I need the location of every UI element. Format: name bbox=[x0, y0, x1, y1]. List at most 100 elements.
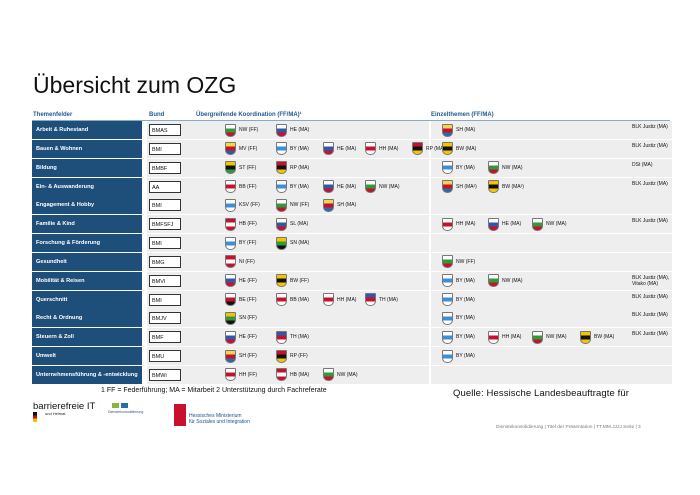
row-note: BLK Justiz (MA) bbox=[632, 312, 668, 319]
coord-entry-label: MV (FF) bbox=[239, 145, 258, 152]
hamburg-crest-icon bbox=[365, 142, 376, 156]
nrw-crest-icon bbox=[225, 123, 236, 137]
coord-entry: HB (FF) bbox=[225, 217, 257, 231]
hessen-ministry-logo-text: Hessisches Ministerium für Soziales und … bbox=[189, 413, 250, 425]
coord-entry: HE (MA) bbox=[276, 123, 309, 137]
header-divider bbox=[32, 120, 670, 121]
coord-entry: NW (MA) bbox=[365, 180, 400, 194]
ministry-code: BMBF bbox=[149, 161, 181, 174]
bb-crest-icon bbox=[225, 180, 236, 194]
hb-crest-icon bbox=[225, 217, 236, 231]
single-entry-label: SH (MA) bbox=[456, 127, 476, 133]
row-column-divider bbox=[429, 328, 431, 347]
single-entry: BY (MA) bbox=[442, 274, 475, 288]
coord-entry: BW (FF) bbox=[276, 274, 309, 288]
coord-entry: BB (FF) bbox=[225, 180, 257, 194]
coord-entry: KSV (FF) bbox=[225, 198, 260, 212]
ministry-code: BMI bbox=[149, 293, 181, 306]
single-entry: NW (MA) bbox=[532, 217, 567, 231]
dk-blue-square-icon bbox=[121, 403, 128, 408]
ministry-code: BMWi bbox=[149, 368, 181, 381]
slide-footer: Dienstekonsolidierung | Titel der Präsen… bbox=[496, 425, 641, 430]
header-einzelthemen: Einzelthemen (FF/MA) bbox=[431, 112, 494, 118]
coord-entry: NW (FF) bbox=[225, 123, 258, 137]
hamburg-crest-icon bbox=[488, 330, 499, 344]
single-entry: HE (MA) bbox=[488, 217, 521, 231]
bw-crest-icon bbox=[488, 180, 499, 194]
sh-crest-icon bbox=[442, 180, 453, 194]
topic-label: Mobilität & Reisen bbox=[32, 271, 142, 290]
hamburg-crest-icon bbox=[323, 293, 334, 307]
coord-entry-label: BW (FF) bbox=[290, 277, 309, 284]
table-row: Steuern & Zoll BMF HE (FF) TH (MA) BY (MA) HH… bbox=[32, 328, 672, 347]
coord-entry-label: HE (FF) bbox=[239, 334, 257, 341]
coord-entry: BY (MA) bbox=[276, 142, 309, 156]
hessen-crest-icon bbox=[225, 330, 236, 344]
rp-crest-icon bbox=[412, 142, 423, 156]
row-column-divider bbox=[429, 215, 431, 234]
single-entry-label: NW (MA) bbox=[546, 221, 567, 228]
coord-entry-label: HH (FF) bbox=[239, 371, 258, 378]
header-bund: Bund bbox=[149, 112, 165, 118]
single-entry-label: HH (MA) bbox=[502, 334, 522, 341]
table-row: Arbeit & Ruhestand BMAS NW (FF) HE (MA) SH (… bbox=[32, 121, 672, 139]
coord-entry-label: HH (MA) bbox=[379, 145, 399, 152]
ministry-code: BMI bbox=[149, 142, 181, 155]
single-entry-label: BW (MA) bbox=[594, 334, 615, 341]
coord-entry-label: BB (MA) bbox=[290, 296, 309, 303]
single-entry-label: NW (FF) bbox=[456, 258, 476, 265]
row-note: BLK Justiz (MA) bbox=[632, 180, 668, 187]
nrw-crest-icon bbox=[532, 217, 543, 231]
coord-entry-label: RP (MA) bbox=[290, 164, 310, 171]
bw-crest-icon bbox=[442, 142, 453, 156]
coord-entry-label: BY (MA) bbox=[290, 183, 309, 190]
bmi-logo-text: und Heimat bbox=[45, 411, 66, 416]
coord-entry: SH (MA) bbox=[323, 198, 356, 212]
row-column-divider bbox=[429, 252, 431, 271]
coord-entry-label: NW (FF) bbox=[239, 127, 259, 133]
single-entry-label: BY (MA) bbox=[456, 353, 475, 360]
topic-label: Arbeit & Ruhestand bbox=[32, 121, 142, 139]
coord-entry: TH (MA) bbox=[276, 330, 309, 344]
ministry-code: BMI bbox=[149, 199, 181, 212]
nrw-crest-icon bbox=[442, 255, 453, 269]
row-column-divider bbox=[429, 139, 431, 158]
row-column-divider bbox=[429, 365, 431, 384]
single-entry: BY (MA) bbox=[442, 293, 475, 307]
coord-entry: HH (MA) bbox=[365, 142, 398, 156]
single-entry: NW (MA) bbox=[488, 161, 523, 175]
hamburg-crest-icon bbox=[225, 368, 236, 382]
single-entry-label: BY (MA) bbox=[456, 315, 475, 322]
th-crest-icon bbox=[365, 293, 376, 307]
row-column-divider bbox=[429, 158, 431, 177]
coord-entry: RP (MA) bbox=[412, 142, 445, 156]
header-koordination: Übergreifende Koordination (FF/MA)¹ bbox=[196, 112, 302, 118]
row-column-divider bbox=[429, 177, 431, 196]
coord-entry-label: BY (MA) bbox=[290, 145, 309, 152]
single-entry: NW (FF) bbox=[442, 255, 475, 269]
ministry-code: BMG bbox=[149, 255, 181, 268]
single-entry-label: NW (MA) bbox=[502, 164, 523, 171]
hessen-crest-icon bbox=[323, 142, 334, 156]
table-row: Mobilität & Reisen BMVI HE (FF) BW (FF) BY (… bbox=[32, 271, 672, 290]
coord-entry-label: HB (FF) bbox=[239, 221, 257, 228]
coord-entry: BE (FF) bbox=[225, 293, 257, 307]
row-note: BLK Justiz (MA) bbox=[632, 331, 668, 338]
row-note: DSt (MA) bbox=[632, 161, 653, 168]
bayern-crest-icon bbox=[442, 161, 453, 175]
sh-crest-icon bbox=[225, 349, 236, 363]
table-row: Querschnitt BMI BE (FF) BB (MA) HH (MA) TH (M… bbox=[32, 290, 672, 309]
topic-label: Bildung bbox=[32, 158, 142, 177]
bayern-crest-icon bbox=[442, 330, 453, 344]
coord-entry: RP (FF) bbox=[276, 349, 308, 363]
ministry-code: BMI bbox=[149, 237, 181, 250]
topic-label: Forschung & Förderung bbox=[32, 234, 142, 253]
coord-entry: BB (MA) bbox=[276, 293, 309, 307]
row-column-divider bbox=[429, 290, 431, 309]
ministry-code: BMJV bbox=[149, 312, 181, 325]
coord-entry-label: BY (FF) bbox=[239, 240, 257, 247]
nrw-crest-icon bbox=[488, 161, 499, 175]
rp-crest-icon bbox=[276, 161, 287, 175]
table-row: Forschung & Förderung BMI BY (FF) SN (MA) bbox=[32, 234, 672, 253]
topic-label: Recht & Ordnung bbox=[32, 309, 142, 328]
